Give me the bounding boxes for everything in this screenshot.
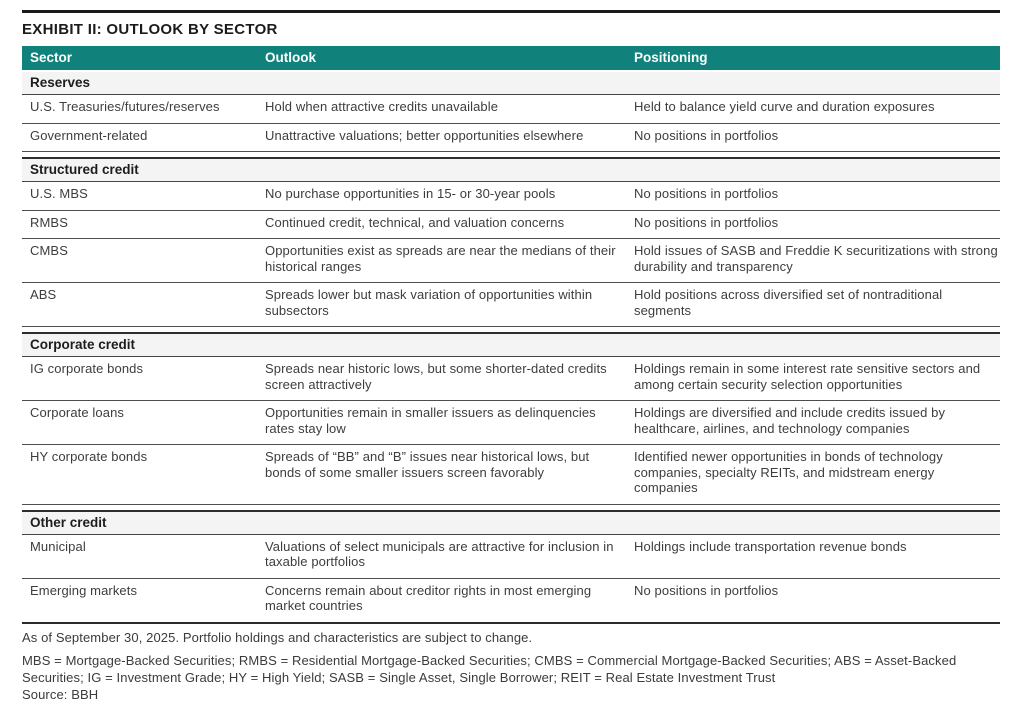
table-row: RMBS Continued credit, technical, and val…	[22, 211, 1000, 239]
positioning-cell: No positions in portfolios	[634, 186, 779, 201]
sector-cell: RMBS	[30, 214, 68, 230]
table-row: Municipal Valuations of select municipals…	[22, 535, 1000, 579]
footnote-as-of: As of September 30, 2025. Portfolio hold…	[22, 629, 533, 645]
sector-cell: CMBS	[30, 243, 68, 258]
outlook-cell: Continued credit, technical, and valuati…	[265, 214, 565, 230]
table-header-row: Sector Outlook Positioning	[22, 46, 1000, 70]
section-row: Other credit	[22, 509, 1000, 535]
sector-cell: ABS	[30, 287, 57, 302]
footnotes: As of September 30, 2025. Portfolio hold…	[22, 630, 1000, 704]
outlook-cell: Hold when attractive credits unavailable	[265, 99, 499, 114]
positioning-cell: No positions in portfolios	[634, 127, 779, 143]
exhibit-outlook-by-sector: EXHIBIT II: OUTLOOK BY SECTOR Sector Out…	[22, 10, 1000, 704]
outlook-cell: No purchase opportunities in 15- or 30-y…	[265, 186, 556, 201]
section-row: Structured credit	[22, 157, 1000, 182]
sector-cell: HY corporate bonds	[30, 449, 148, 464]
outlook-cell: Spreads of “BB” and “B” issues near hist…	[265, 449, 590, 480]
positioning-cell: Hold issues of SASB and Freddie K securi…	[634, 243, 998, 274]
positioning-cell: No positions in portfolios	[634, 214, 779, 230]
positioning-cell: No positions in portfolios	[634, 582, 779, 598]
positioning-cell: Identified newer opportunities in bonds …	[634, 449, 943, 495]
column-header-positioning: Positioning	[634, 50, 708, 65]
positioning-cell: Holdings include transportation revenue …	[634, 538, 907, 554]
sector-cell: Government-related	[30, 127, 148, 143]
table-row: ABS Spreads lower but mask variation of o…	[22, 283, 1000, 327]
column-header-sector: Sector	[30, 50, 73, 65]
table-row: Corporate loans Opportunities remain in s…	[22, 401, 1000, 445]
outlook-cell: Valuations of select municipals are attr…	[265, 538, 614, 570]
sector-cell: Emerging markets	[30, 582, 138, 598]
table-row: Emerging markets Concerns remain about cr…	[22, 579, 1000, 624]
sector-cell: U.S. MBS	[30, 186, 88, 201]
table-row: Government-related Unattractive valuation…	[22, 124, 1000, 152]
footnote-source: Source: BBH	[22, 687, 99, 702]
positioning-cell: Holdings are diversified and include cre…	[634, 405, 946, 436]
section-label: Structured credit	[30, 162, 139, 177]
footnote-definitions: MBS = Mortgage-Backed Securities; RMBS =…	[22, 653, 957, 685]
positioning-cell: Hold positions across diversified set of…	[634, 287, 943, 318]
positioning-cell: Holdings remain in some interest rate se…	[634, 361, 981, 392]
sector-cell: Corporate loans	[30, 405, 124, 420]
section-label: Other credit	[30, 514, 107, 530]
section-label: Reserves	[30, 75, 91, 90]
section-row: Corporate credit	[22, 332, 1000, 357]
outlook-cell: Opportunities remain in smaller issuers …	[265, 405, 596, 436]
section-label: Corporate credit	[30, 337, 136, 352]
positioning-cell: Held to balance yield curve and duration…	[634, 99, 935, 114]
sector-cell: U.S. Treasuries/futures/reserves	[30, 99, 220, 114]
table-row: HY corporate bonds Spreads of “BB” and “B…	[22, 445, 1000, 505]
outlook-cell: Spreads lower but mask variation of oppo…	[265, 287, 593, 318]
table-row: IG corporate bonds Spreads near historic …	[22, 357, 1000, 401]
table-row: U.S. Treasuries/futures/reserves Hold whe…	[22, 95, 1000, 124]
table-row: U.S. MBS No purchase opportunities in 15-…	[22, 182, 1000, 211]
outlook-cell: Opportunities exist as spreads are near …	[265, 243, 616, 274]
sector-cell: Municipal	[30, 538, 86, 554]
column-header-outlook: Outlook	[265, 50, 316, 65]
outlook-cell: Concerns remain about creditor rights in…	[265, 582, 592, 614]
outlook-cell: Unattractive valuations; better opportun…	[265, 127, 584, 143]
table-body: Reserves U.S. Treasuries/futures/reserves…	[22, 72, 1000, 624]
top-rule	[22, 10, 1000, 13]
section-row: Reserves	[22, 72, 1000, 95]
outlook-cell: Spreads near historic lows, but some sho…	[265, 361, 607, 392]
exhibit-title: EXHIBIT II: OUTLOOK BY SECTOR	[22, 21, 278, 38]
table-row: CMBS Opportunities exist as spreads are n…	[22, 239, 1000, 283]
sector-cell: IG corporate bonds	[30, 361, 144, 376]
